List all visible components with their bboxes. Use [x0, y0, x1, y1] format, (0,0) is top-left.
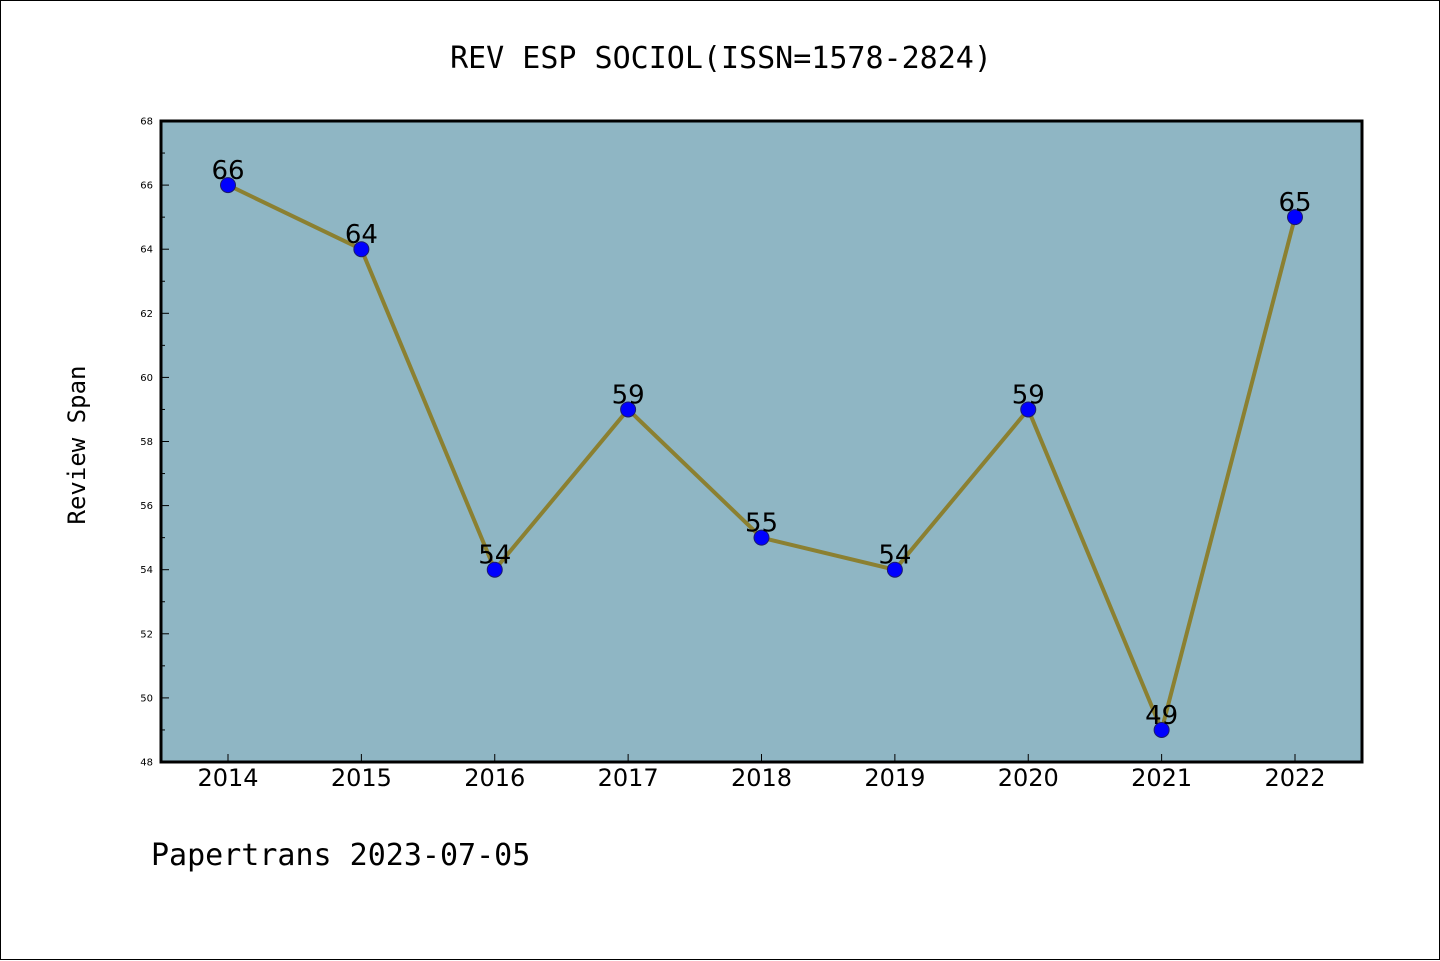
data-label: 54 [878, 541, 911, 571]
data-label: 64 [345, 220, 378, 250]
y-tick-label: 58 [140, 437, 153, 448]
data-point [620, 401, 637, 418]
plot-area [161, 121, 1362, 762]
plot-frame [159, 119, 1364, 764]
y-tick-label: 56 [140, 501, 153, 512]
x-tick-label: 2020 [998, 764, 1059, 792]
y-tick-label: 62 [140, 309, 153, 320]
data-label: 49 [1145, 701, 1178, 731]
data-point [1153, 721, 1170, 738]
y-axis: 48 50 52 54 56 58 60 62 64 66 68 [140, 117, 169, 769]
chart-title: REV ESP SOCIOL(ISSN=1578-2824) [450, 41, 992, 76]
x-tick-label: 2016 [464, 764, 525, 792]
x-tick-label: 2021 [1131, 764, 1192, 792]
data-point [220, 177, 236, 194]
data-label: 65 [1278, 188, 1311, 218]
y-axis-label: Review Span [63, 366, 91, 525]
data-label: 55 [745, 509, 778, 539]
data-point [1020, 401, 1037, 418]
data-label: 66 [211, 156, 244, 186]
x-tick-label: 2019 [864, 764, 925, 792]
y-tick-label: 54 [140, 565, 153, 576]
data-point [886, 561, 903, 578]
y-tick-label: 50 [140, 693, 153, 704]
data-label: 54 [478, 541, 511, 571]
y-tick-label: 60 [140, 373, 153, 384]
y-tick-label: 52 [140, 629, 153, 640]
data-point [1287, 209, 1303, 226]
data-label: 59 [612, 380, 645, 410]
x-tick-label: 2017 [598, 764, 659, 792]
footer-stamp: Papertrans 2023-07-05 [151, 838, 530, 873]
data-label: 59 [1012, 380, 1045, 410]
x-tick-label: 2018 [731, 764, 792, 792]
data-point [753, 529, 770, 546]
y-tick-label: 66 [140, 181, 153, 192]
data-point [353, 241, 370, 258]
series-group: 66 64 54 59 55 54 59 49 65 [211, 156, 1312, 738]
data-point [486, 561, 503, 578]
x-tick-label: 2015 [331, 764, 392, 792]
x-tick-label: 2022 [1264, 764, 1325, 792]
y-tick-label: 64 [140, 245, 153, 256]
y-tick-label: 48 [140, 758, 153, 769]
x-tick-label: 2014 [197, 764, 258, 792]
x-axis: 2014 2015 2016 2017 2018 2019 2020 2021 2022 [197, 754, 1326, 792]
y-tick-label: 68 [140, 117, 153, 128]
